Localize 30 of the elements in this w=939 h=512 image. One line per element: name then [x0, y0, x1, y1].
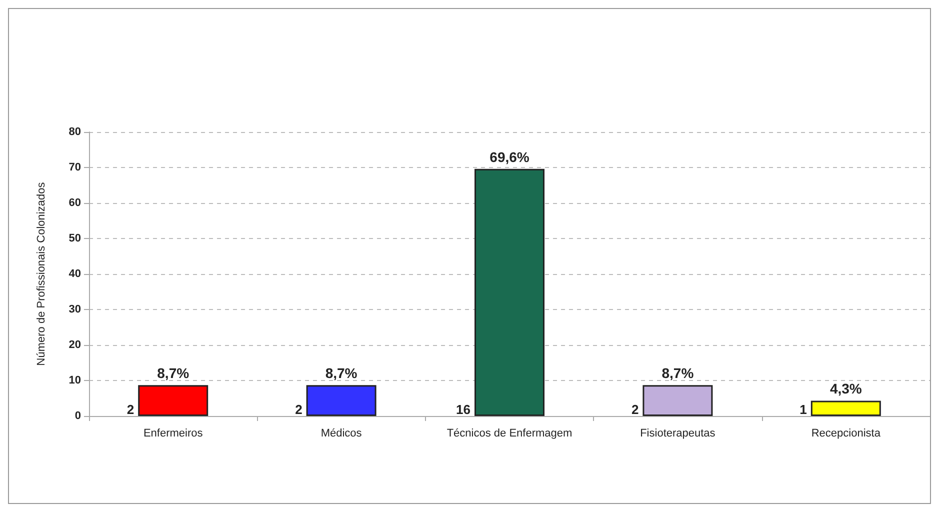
data-label: 4,3%	[830, 380, 862, 397]
annotation: 2	[295, 402, 302, 417]
annotation: 2	[631, 402, 639, 417]
y-tick-label: 60	[68, 197, 81, 209]
bar	[810, 400, 881, 416]
y-tick-label: 10	[68, 374, 81, 386]
x-tick-label: Recepcionista	[811, 428, 882, 440]
bar	[306, 385, 376, 416]
y-tick-label: 20	[68, 339, 81, 351]
x-tick-label: Técnicos de Enfermagem	[446, 428, 572, 440]
y-axis-title: Número de Profissionais Colonizados	[36, 182, 48, 366]
y-tick-label: 0	[74, 410, 81, 422]
y-tick-label: 30	[68, 304, 81, 316]
bar	[138, 385, 208, 416]
data-label: 69,6%	[490, 148, 530, 165]
y-tick-label: 80	[68, 126, 81, 138]
x-tick-label: Fisioterapeutas	[640, 428, 716, 440]
x-tick-label: Enfermeiros	[143, 428, 204, 440]
y-tick-label: 40	[68, 268, 81, 280]
y-tick-label: 70	[68, 162, 81, 174]
bar	[474, 168, 544, 416]
bar	[642, 385, 713, 416]
annotation: 1	[800, 402, 807, 417]
annotation: 16	[456, 402, 470, 417]
data-label: 8,7%	[325, 365, 358, 382]
x-tick-label: Médicos	[320, 428, 362, 440]
data-label: 8,7%	[662, 365, 694, 382]
y-tick-label: 50	[68, 232, 81, 244]
annotation: 2	[126, 402, 134, 417]
data-label: 8,7%	[157, 365, 190, 382]
